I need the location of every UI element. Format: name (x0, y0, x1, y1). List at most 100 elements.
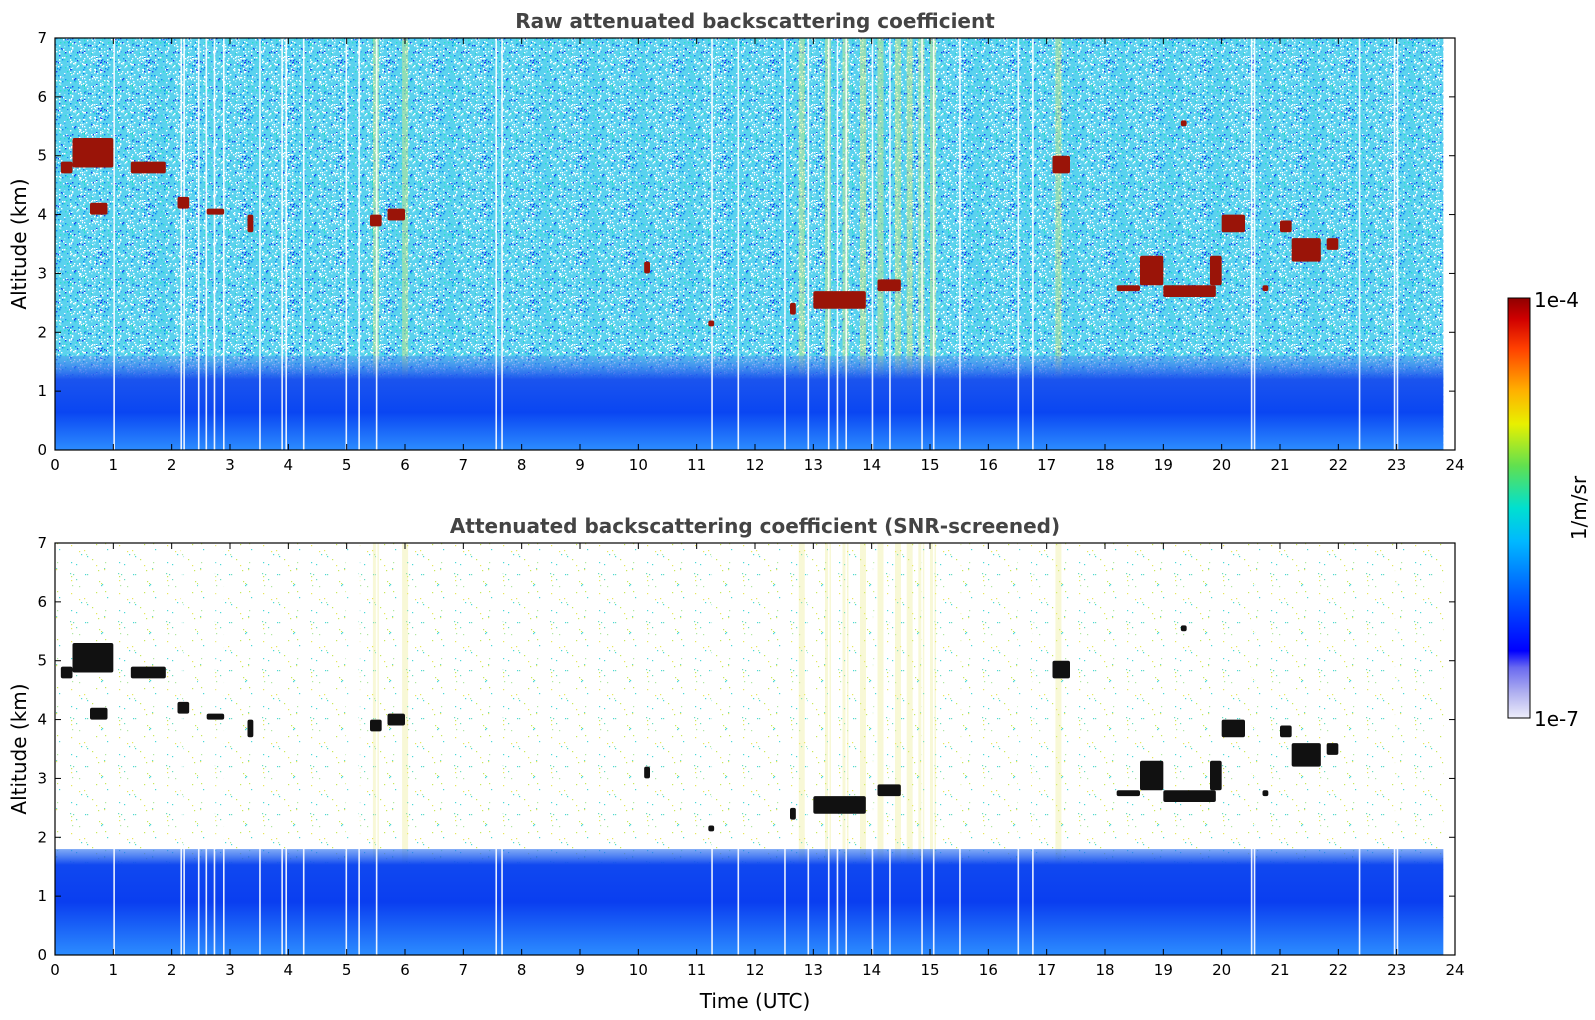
data-gap (784, 38, 786, 450)
x-tick-label: 21 (1270, 961, 1289, 979)
signal-stripe (860, 38, 866, 450)
y-tick-label: 6 (37, 593, 47, 611)
cloud-layer (206, 713, 225, 720)
cloud-layer (1140, 760, 1164, 791)
data-gap (845, 38, 848, 450)
data-gap (285, 38, 288, 450)
data-gap (113, 38, 115, 450)
x-tick-label: 2 (167, 961, 177, 979)
y-tick-label: 2 (37, 828, 47, 846)
x-tick-label: 10 (629, 456, 648, 474)
x-tick-label: 1 (109, 961, 119, 979)
x-tick-label: 3 (225, 961, 235, 979)
signal-stripe (1055, 543, 1062, 955)
cloud-layer (1221, 719, 1245, 738)
x-tick-label: 10 (629, 961, 648, 979)
x-tick-label: 16 (979, 961, 998, 979)
cloud-layer (1326, 743, 1339, 755)
cloud-layer (72, 643, 114, 673)
chart-title: Attenuated backscattering coefficient (S… (450, 514, 1060, 538)
x-tick-label: 19 (1154, 456, 1173, 474)
x-tick-label: 14 (862, 961, 881, 979)
data-gap (113, 543, 115, 955)
cloud-layer (206, 208, 225, 215)
signal-stripe (402, 543, 409, 955)
data-gap (871, 543, 874, 955)
cloud-layer (247, 214, 254, 233)
x-tick-label: 7 (459, 456, 469, 474)
cloud-layer (790, 302, 796, 315)
cloud-layer (1291, 238, 1321, 262)
data-gap (807, 543, 810, 955)
data-gap (1396, 543, 1399, 955)
signal-stripe (895, 38, 901, 450)
data-gap (345, 543, 348, 955)
cloud-layer (1210, 760, 1222, 791)
x-tick-label: 24 (1445, 456, 1464, 474)
cloud-layer (1291, 743, 1321, 767)
data-gap (281, 38, 283, 450)
boundary-layer (55, 355, 1444, 450)
data-gap (501, 543, 503, 955)
panel-screened: Attenuated backscattering coefficient (S… (7, 514, 1465, 1013)
data-gap (197, 543, 200, 955)
data-gap (358, 38, 360, 450)
x-axis-label: Time (UTC) (699, 989, 811, 1013)
data-gap (737, 38, 740, 450)
data-gap (180, 38, 183, 450)
signal-stripe (402, 38, 409, 450)
y-tick-label: 2 (37, 323, 47, 341)
x-tick-label: 9 (575, 961, 585, 979)
signal-stripe (798, 543, 805, 955)
colorbar-min-label: 1e-7 (1534, 707, 1579, 731)
x-tick-label: 22 (1329, 456, 1348, 474)
y-tick-label: 5 (37, 147, 47, 165)
cloud-layer (72, 138, 114, 168)
x-tick-label: 3 (225, 456, 235, 474)
data-gap (827, 38, 830, 450)
data-gap (213, 543, 216, 955)
data-gap (259, 38, 261, 450)
cloud-layer (1280, 725, 1292, 738)
cloud-layer (644, 766, 650, 779)
x-tick-label: 8 (517, 961, 527, 979)
cloud-layer (1262, 790, 1269, 797)
cloud-layer (1163, 790, 1216, 802)
cloud-layer (1221, 214, 1245, 233)
data-gap (501, 38, 503, 450)
colorbar: 1e-4 1e-7 1/m/sr (1507, 288, 1591, 731)
x-tick-label: 13 (804, 961, 823, 979)
data-gap (375, 38, 378, 450)
data-gap (281, 543, 283, 955)
cloud-layer (1180, 625, 1187, 632)
cloud-layer (1116, 790, 1140, 797)
signal-stripe (877, 543, 884, 955)
cloud-layer (877, 279, 901, 292)
data-gap (836, 543, 839, 955)
data-gap (711, 38, 713, 450)
cloud-layer (130, 666, 166, 679)
cloud-layer (644, 261, 650, 274)
data-gap (1253, 543, 1256, 955)
data-gap (1250, 38, 1253, 450)
x-tick-label: 1 (109, 456, 119, 474)
x-tick-label: 4 (284, 961, 294, 979)
signal-stripe (1055, 38, 1062, 450)
cloud-layer (387, 713, 405, 726)
data-gap (845, 543, 848, 955)
cloud-layer (1052, 660, 1070, 679)
data-gaps (113, 543, 1399, 955)
cloud-layer (877, 784, 901, 797)
x-axis-ticks: 0 1 2 3 4 5 6 7 8 9 10 11 12 13 14 15 16 17 18 19 20 21 22 23 24 (50, 38, 1465, 474)
x-tick-label: 22 (1329, 961, 1348, 979)
data-gap (932, 543, 935, 955)
data-gap (1393, 543, 1396, 955)
data-gap (223, 38, 225, 450)
x-tick-label: 2 (167, 456, 177, 474)
signal-stripe (798, 38, 805, 450)
data-gap (183, 38, 185, 450)
chart-title: Raw attenuated backscattering coefficien… (515, 9, 995, 33)
data-gap (358, 543, 360, 955)
cloud-layer (1210, 255, 1222, 286)
y-tick-label: 7 (37, 29, 47, 47)
